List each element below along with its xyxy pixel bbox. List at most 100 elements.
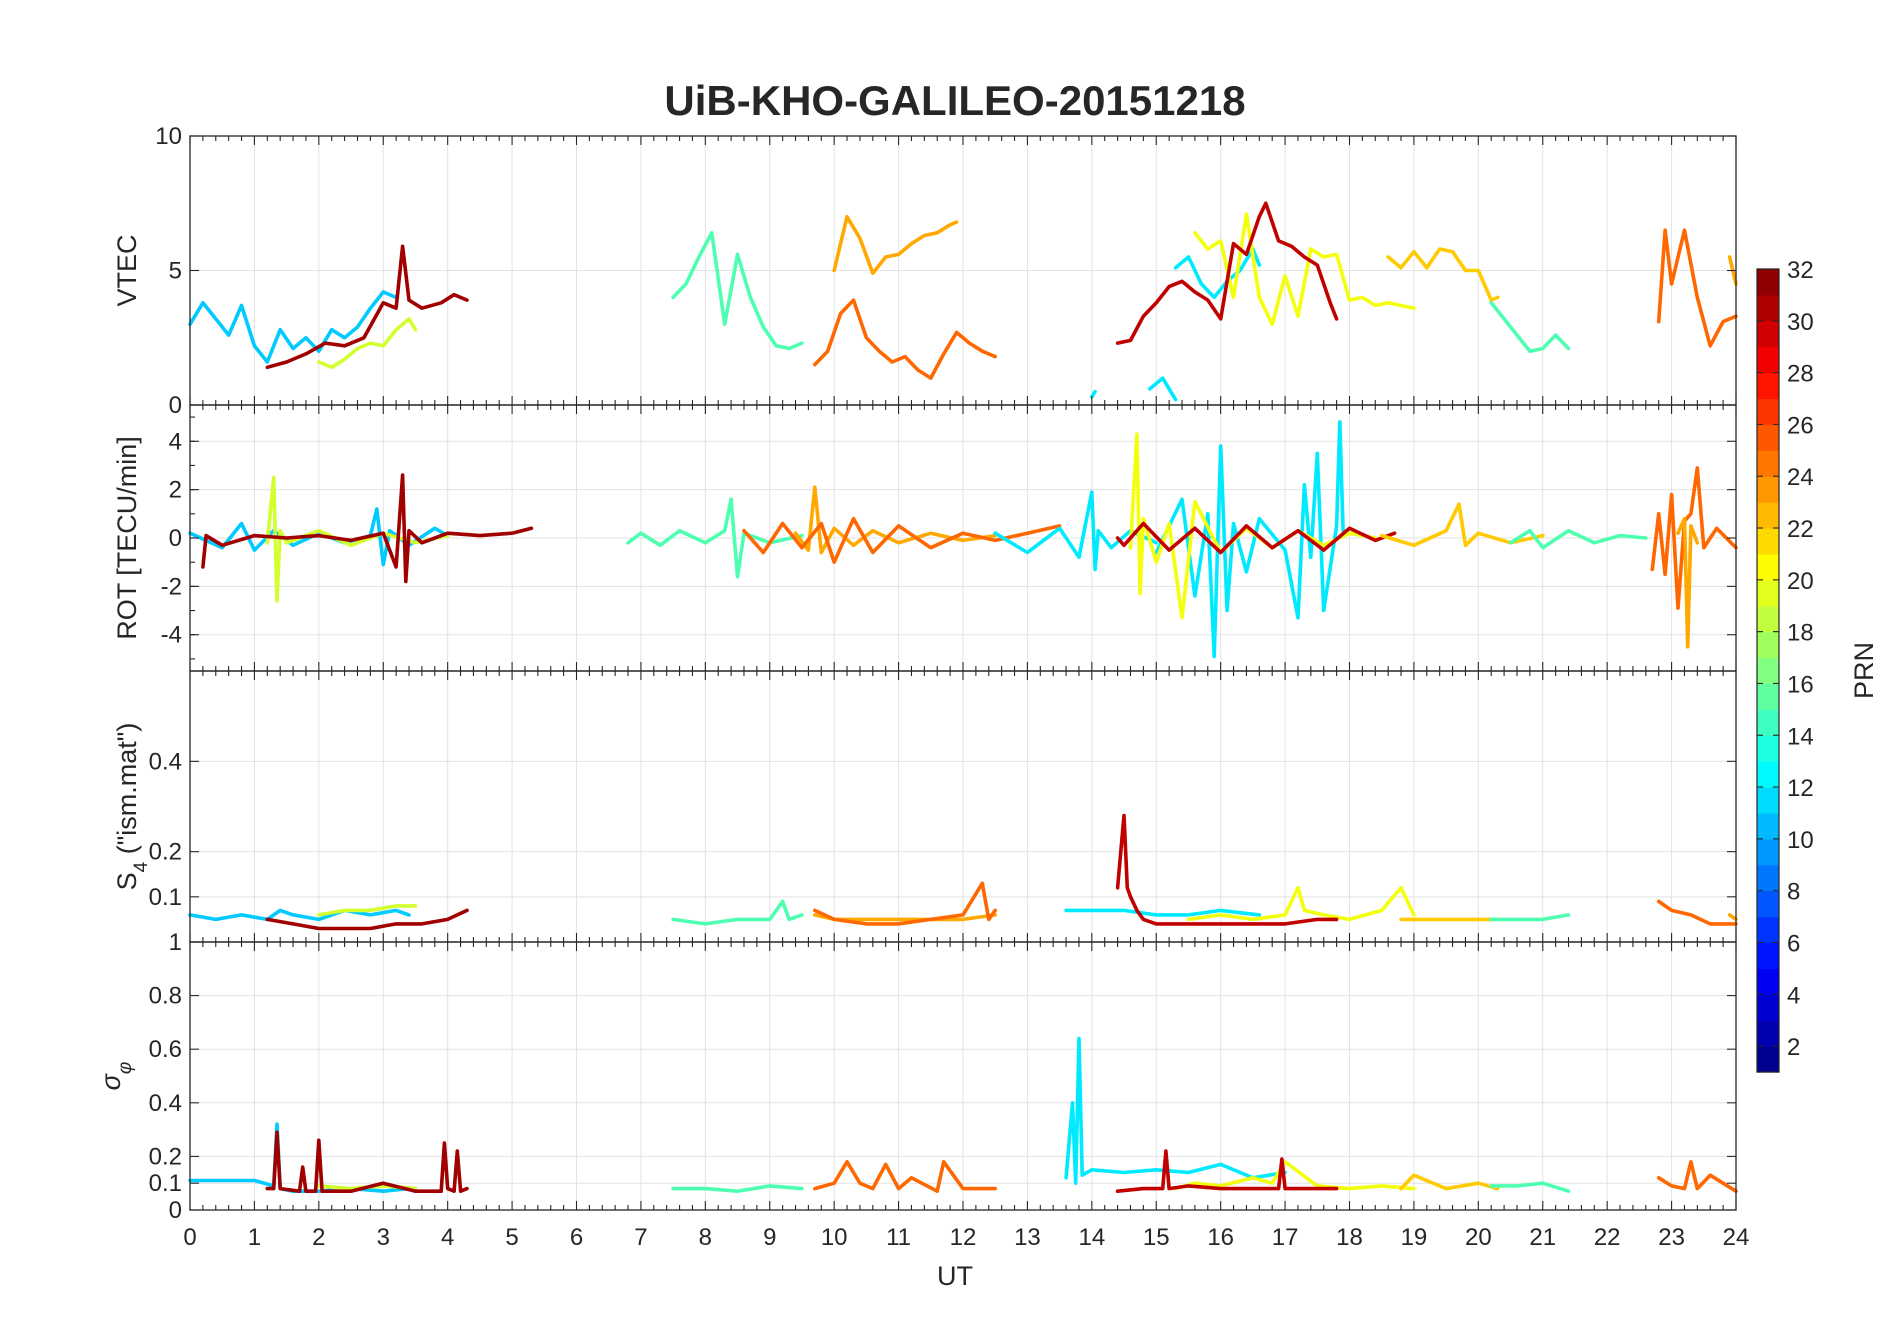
y-axis-label-base: S: [112, 872, 142, 890]
colorbar-tick-label: 12: [1787, 775, 1814, 802]
y-tick-label: 0.1: [149, 1170, 182, 1197]
x-tick-label: 11: [886, 1224, 911, 1251]
x-tick-label: 22: [1594, 1224, 1621, 1251]
colorbar-segment: [1757, 916, 1779, 944]
colorbar-segment: [1757, 812, 1779, 840]
series-line-prn-25: [812, 1160, 998, 1193]
series-line-prn-31: [265, 1130, 469, 1193]
series-line-prn-30: [1115, 201, 1339, 345]
x-tick-label: 12: [950, 1224, 977, 1251]
colorbar-segment: [1757, 398, 1779, 426]
y-tick-label: -2: [161, 573, 182, 600]
series-line-prn-15: [1489, 300, 1571, 354]
series-line-prn-15: [626, 497, 804, 579]
panel-2: -4 -2 0 2 4 ROT [TECU/min]: [112, 404, 1738, 672]
y-tick-label: 1: [169, 929, 182, 956]
panel-1: 0 5 10 VTEC: [112, 123, 1738, 419]
y-tick-label: -4: [161, 622, 182, 649]
series-line-prn-19: [316, 904, 418, 917]
series-line-prn-25: [812, 881, 998, 926]
y-axis-label: σφ: [96, 1062, 136, 1091]
colorbar-tick-label: 26: [1787, 412, 1814, 439]
colorbar-tick-label: 30: [1787, 309, 1814, 336]
x-tick-label: 13: [1014, 1224, 1041, 1251]
series-line-prn-15: [671, 899, 804, 926]
x-tick-label: 7: [634, 1224, 647, 1251]
colorbar-segment: [1757, 864, 1779, 892]
x-tick-label: 18: [1336, 1224, 1363, 1251]
series-line-prn-22: [1386, 247, 1500, 302]
series-line-prn-25: [742, 516, 1062, 565]
x-tick-label: 4: [441, 1224, 454, 1251]
colorbar-tick-label: 24: [1787, 464, 1814, 491]
y-tick-label: 0: [169, 1197, 182, 1224]
series-line-prn-12: [1148, 376, 1178, 402]
y-tick-label: 10: [155, 123, 182, 150]
colorbar-tick-label: 20: [1787, 568, 1814, 595]
y-tick-label: 0: [169, 392, 182, 419]
series-line-prn-15: [671, 1184, 804, 1193]
series-line-prn-15: [671, 231, 804, 351]
x-tick-label: 19: [1401, 1224, 1428, 1251]
y-tick-label: 2: [169, 477, 182, 504]
series-line-prn-30: [1115, 1149, 1339, 1193]
colorbar-tick-label: 28: [1787, 361, 1814, 388]
series-line-prn-23: [832, 214, 959, 276]
series-line-prn-23: [1676, 516, 1700, 649]
colorbar-tick-label: 32: [1787, 257, 1814, 284]
y-tick-label: 0.4: [149, 1090, 182, 1117]
colorbar-segment: [1757, 579, 1779, 607]
colorbar-tick-label: 8: [1787, 879, 1800, 906]
series-line-prn-15: [1489, 1181, 1571, 1193]
colorbar-segment: [1757, 450, 1779, 477]
series-line-prn-20: [1193, 212, 1416, 327]
series-line-prn-23: [793, 485, 998, 555]
x-tick-label: 17: [1272, 1224, 1299, 1251]
x-tick-label: 9: [763, 1224, 776, 1251]
colorbar-segment: [1757, 346, 1779, 374]
colorbar-tick-label: 22: [1787, 516, 1814, 543]
y-axis-label-sub: 4: [131, 861, 152, 872]
series-line-prn-30: [1115, 521, 1397, 555]
y-axis-label-sub: φ: [115, 1062, 136, 1074]
y-tick-label: 0.4: [149, 748, 182, 775]
y-axis-label: VTEC: [112, 234, 142, 306]
colorbar-segment: [1757, 683, 1779, 710]
y-axis-label-rest: ("ism.mat"): [112, 723, 142, 862]
x-tick-label: 16: [1207, 1224, 1234, 1251]
series-line-prn-20: [1128, 432, 1378, 620]
x-tick-label: 5: [505, 1224, 518, 1251]
colorbar-segment: [1757, 269, 1779, 296]
x-tick-label: 21: [1529, 1224, 1556, 1251]
x-tick-label: 15: [1143, 1224, 1170, 1251]
colorbar-segment: [1757, 994, 1779, 1021]
x-tick-label: 20: [1465, 1224, 1492, 1251]
x-tick-label: 10: [821, 1224, 848, 1251]
colorbar-segment: [1757, 1020, 1779, 1047]
colorbar-segment: [1757, 787, 1779, 814]
colorbar-segment: [1757, 1046, 1779, 1073]
colorbar-segment: [1757, 942, 1779, 969]
colorbar-segment: [1757, 709, 1779, 736]
series-line-prn-15: [1508, 528, 1648, 550]
series-line-prn-19: [316, 317, 418, 370]
x-tick-label: 24: [1723, 1224, 1750, 1251]
colorbar-tick-label: 16: [1787, 671, 1814, 698]
colorbar-segment: [1757, 320, 1779, 348]
colorbar-segment: [1757, 528, 1779, 555]
colorbar-tick-label: 18: [1787, 620, 1814, 647]
series-line-prn-31: [201, 473, 534, 584]
series-line-prn-11: [188, 908, 411, 922]
series-line-prn-11: [188, 290, 398, 364]
y-axis-label: ROT [TECU/min]: [112, 436, 142, 640]
colorbar-segment: [1757, 424, 1779, 451]
x-tick-label: 6: [570, 1224, 583, 1251]
colorbar-segment: [1757, 372, 1779, 400]
series-line-prn-15: [1489, 913, 1571, 922]
y-tick-label: 0: [169, 525, 182, 552]
colorbar-segment: [1757, 631, 1779, 659]
